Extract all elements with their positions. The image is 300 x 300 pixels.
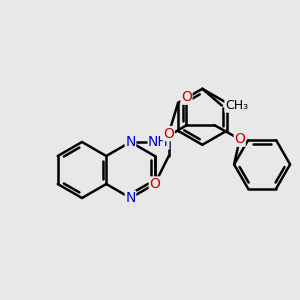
- Text: O: O: [149, 177, 160, 191]
- Text: O: O: [234, 132, 245, 146]
- Text: O: O: [181, 90, 192, 104]
- Text: N: N: [125, 191, 136, 205]
- Text: CH₃: CH₃: [225, 99, 248, 112]
- Text: O: O: [163, 127, 174, 141]
- Text: NH: NH: [148, 135, 169, 149]
- Text: N: N: [125, 135, 136, 149]
